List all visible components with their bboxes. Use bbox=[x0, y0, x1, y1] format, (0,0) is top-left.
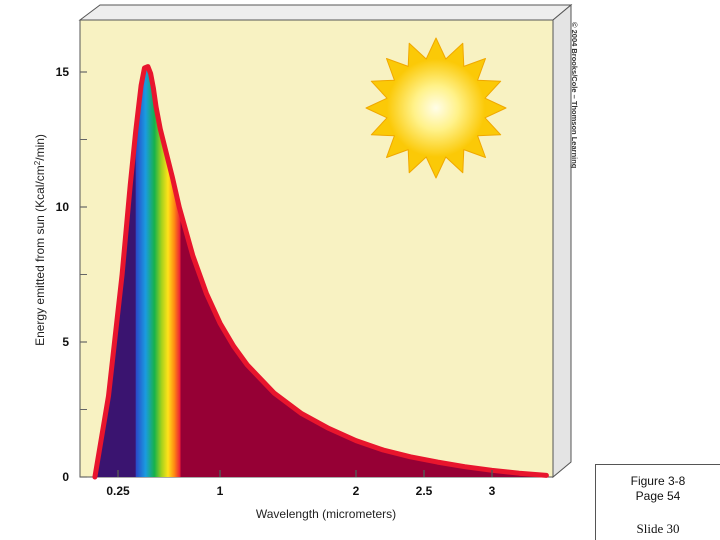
sun-icon bbox=[365, 37, 507, 179]
y-tick-label: 10 bbox=[56, 200, 70, 214]
y-tick-label: 0 bbox=[62, 470, 69, 484]
y-tick-label: 15 bbox=[56, 65, 70, 79]
x-tick-label: 0.25 bbox=[106, 484, 130, 498]
x-tick-label: 1 bbox=[217, 484, 224, 498]
figure-number: Figure 3-8 bbox=[630, 474, 686, 488]
copyright-credit: © 2004 Brooks/Cole – Thomson Learning bbox=[570, 22, 579, 169]
figure-caption-box: Figure 3-8 Page 54 Slide 30 bbox=[595, 464, 720, 540]
y-axis: 0 5 10 15 bbox=[56, 65, 70, 484]
y-axis-title-end: /min) bbox=[33, 134, 47, 161]
y-tick-label: 5 bbox=[62, 335, 69, 349]
sun-disc bbox=[387, 59, 485, 157]
panel-top-face bbox=[78, 4, 573, 21]
x-tick-label: 2 bbox=[353, 484, 360, 498]
x-tick-label: 3 bbox=[489, 484, 496, 498]
y-tick-marks bbox=[80, 71, 87, 478]
y-axis-title-main: Energy emitted from sun (Kcal/cm bbox=[33, 165, 47, 346]
panel-side-face bbox=[552, 3, 572, 479]
y-axis-title: Energy emitted from sun (Kcal/cm2/min) bbox=[33, 134, 48, 346]
y-axis-title-superscript: 2 bbox=[33, 160, 42, 165]
figure-label: Figure 3-8 Page 54 bbox=[596, 474, 720, 504]
x-axis: 0.25 1 2 2.5 3 bbox=[106, 470, 496, 498]
energy-curve-outline bbox=[92, 64, 549, 480]
slide-number: Slide 30 bbox=[636, 521, 680, 536]
x-tick-label: 2.5 bbox=[416, 484, 433, 498]
figure-page: Page 54 bbox=[635, 489, 681, 503]
x-axis-title: Wavelength (micrometers) bbox=[256, 507, 396, 521]
